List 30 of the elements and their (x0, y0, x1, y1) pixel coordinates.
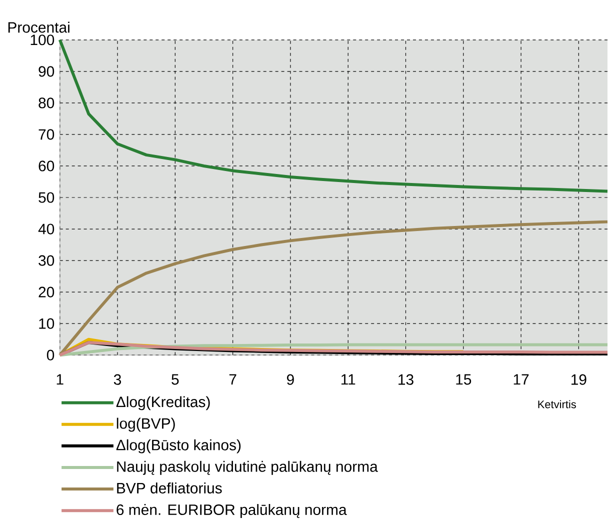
y-tick-label: 60 (38, 160, 54, 172)
legend-label: 6 mėn. EURIBOR palūkanų norma (116, 504, 347, 518)
legend-label: Naujų paskolų vidutinė palūkanų norma (117, 461, 378, 476)
x-tick-label: 5 (172, 374, 179, 385)
y-axis-title: Procentai (8, 22, 70, 33)
y-tick-label: 0 (46, 350, 54, 361)
legend-label: log(BVP) (116, 418, 175, 432)
x-tick-label: 3 (114, 374, 122, 386)
x-tick-label: 9 (286, 374, 294, 386)
y-tick-label: 90 (38, 66, 54, 77)
legend-label: BVP defliatorius (117, 482, 222, 494)
y-tick-label: 10 (39, 318, 54, 330)
x-axis-title: Ketvirtis (538, 400, 576, 408)
x-tick-label: 15 (456, 374, 472, 385)
y-tick-label: 80 (38, 98, 54, 108)
x-tick-label: 13 (398, 374, 414, 386)
x-tick-label: 7 (229, 374, 236, 385)
x-tick-label: 11 (341, 374, 356, 385)
y-tick-label: 30 (38, 255, 54, 266)
y-tick-label: 100 (30, 34, 54, 46)
x-tick-label: 19 (571, 374, 586, 386)
y-tick-label: 50 (38, 192, 54, 203)
y-tick-label: 40 (38, 224, 54, 234)
y-tick-label: 20 (38, 286, 54, 298)
x-tick-label: 1 (56, 374, 64, 385)
legend-label: Δlog(Būsto kainos) (116, 439, 241, 454)
x-tick-label: 17 (514, 374, 529, 385)
y-tick-label: 70 (38, 129, 54, 140)
line-series (58, 38, 609, 193)
legend-label: Δlog(Kreditas) (116, 396, 210, 410)
